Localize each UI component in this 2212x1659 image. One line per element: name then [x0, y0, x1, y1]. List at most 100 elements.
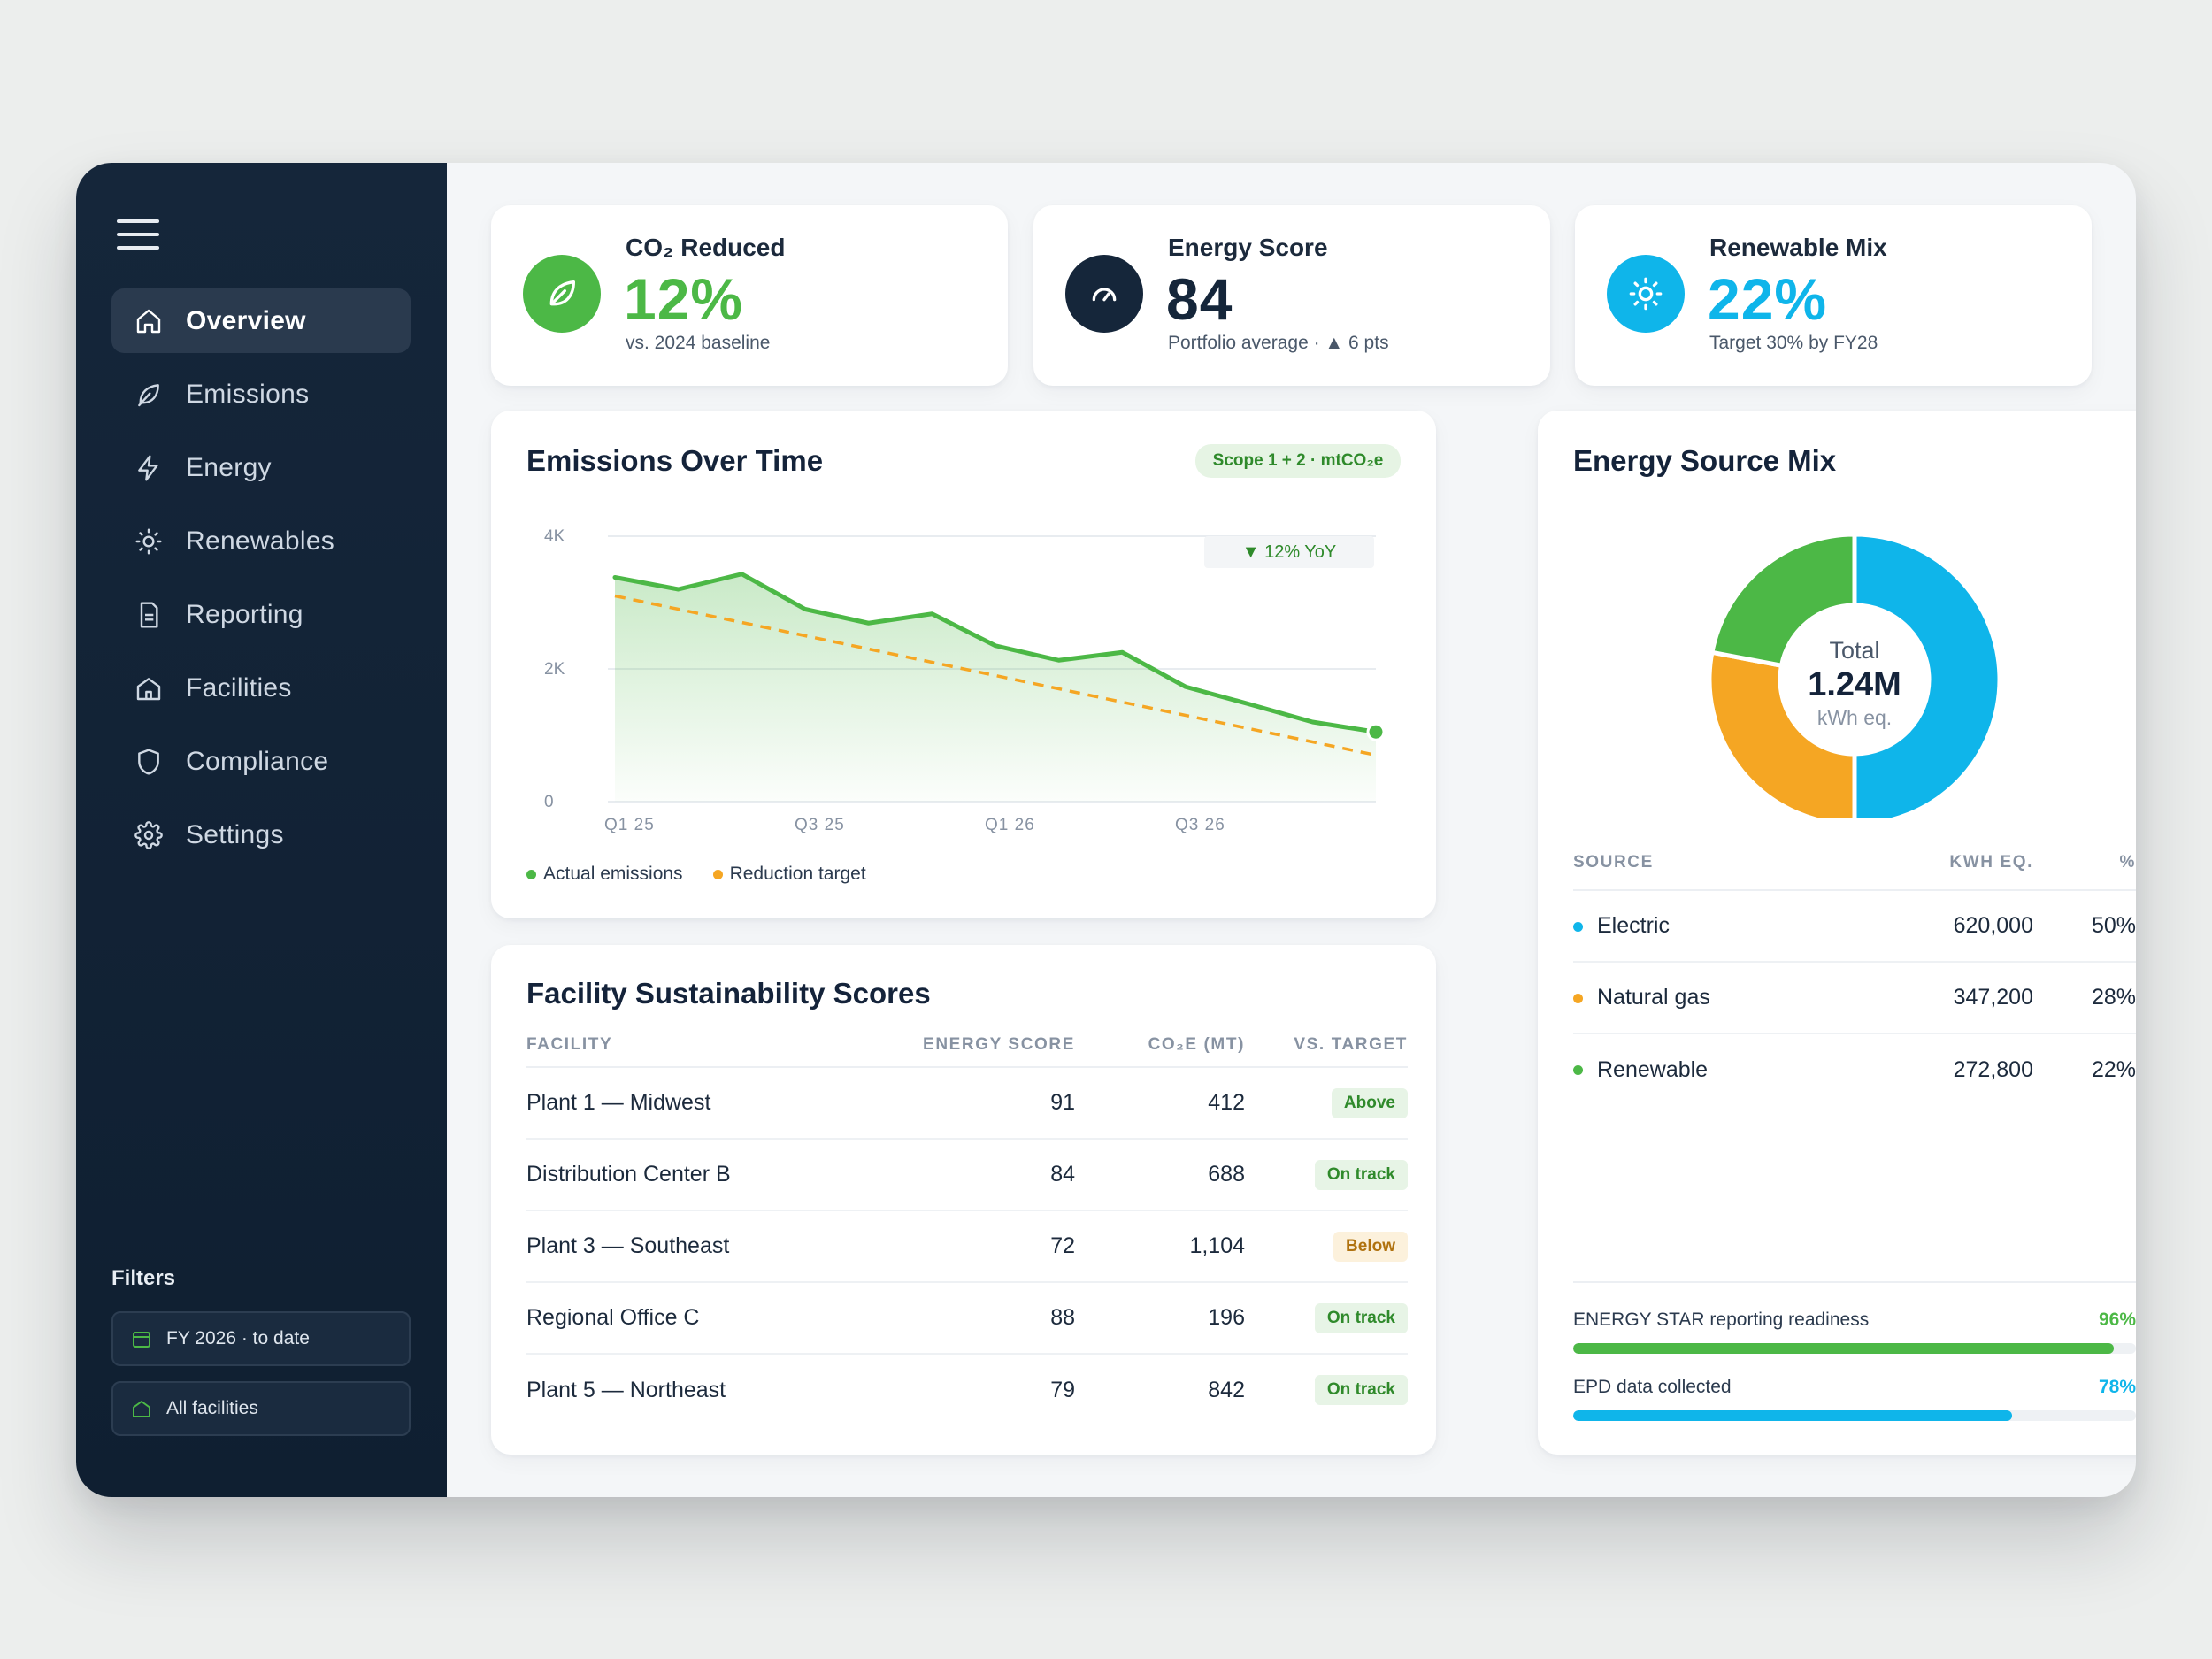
kpi-value: 22% [1708, 266, 1828, 332]
actual-emissions-area [615, 573, 1376, 802]
table-row[interactable]: Plant 1 — Midwest 91 412 Above [526, 1067, 1408, 1140]
filters-heading: Filters [111, 1266, 176, 1290]
kpi-title: CO₂ Reduced [626, 234, 786, 261]
table-row[interactable]: Renewable 272,800 22% [1573, 1033, 2136, 1105]
sidebar-item-settings[interactable]: Settings [111, 803, 411, 867]
co2e-value: 842 [1208, 1377, 1245, 1402]
co2e-value: 1,104 [1075, 1210, 1245, 1283]
energy-score: 88 [907, 1282, 1075, 1355]
sun-icon [1607, 255, 1685, 333]
main-content: CO₂ Reduced 12% vs. 2024 baseline Energy… [447, 163, 2136, 1497]
donut-center-unit: kWh eq. [1816, 706, 1893, 729]
table-row[interactable]: Natural gas 347,200 28% [1573, 962, 2136, 1034]
home-icon [134, 307, 163, 335]
column-header[interactable]: ENERGY SCORE [907, 1023, 1075, 1068]
sidebar-item-label: Renewables [186, 526, 335, 556]
source-kwh: 620,000 [1892, 890, 2033, 963]
calendar-icon [133, 1332, 150, 1348]
legend-item-actual: Actual emissions [526, 864, 683, 885]
period-filter[interactable]: FY 2026 · to date [111, 1311, 411, 1366]
legend-dot [1573, 1065, 1583, 1076]
column-header[interactable]: FACILITY [526, 1023, 907, 1068]
energy-source-table: SOURCE KWH EQ. % Electric 620,000 50% Na… [1573, 853, 2136, 1105]
donut-slice-natural-gas [1707, 649, 1857, 818]
energy-score: 72 [907, 1210, 1075, 1283]
chart-legend: Actual emissions Reduction target [526, 864, 866, 885]
shield-icon [134, 748, 163, 776]
leaf-icon [134, 380, 163, 409]
facility-name: Regional Office C [526, 1282, 907, 1355]
sidebar-item-facilities[interactable]: Facilities [111, 656, 411, 720]
facility-filter[interactable]: All facilities [111, 1381, 411, 1436]
sidebar-item-label: Compliance [186, 746, 329, 776]
kpi-energy-score: Energy Score 84 Portfolio average · ▲ 6 … [1033, 205, 1550, 386]
donut-center: Total 1.24M kWh eq. [1766, 637, 1943, 730]
epd-progress: EPD data collected 78% [1573, 1377, 2136, 1421]
table-row[interactable]: Distribution Center B 84 688 On track [526, 1139, 1408, 1211]
document-icon [134, 601, 163, 629]
donut-center-label: Total [1829, 637, 1880, 664]
gauge-icon [1065, 255, 1143, 333]
emissions-chart-card: Emissions Over Time Scope 1 + 2 · mtCO₂e… [491, 411, 1436, 918]
legend-dot [1573, 993, 1583, 1003]
co2e-value: 196 [1075, 1282, 1245, 1355]
y-tick-label: 2K [544, 660, 565, 679]
sun-icon [134, 527, 163, 556]
table-row[interactable]: Regional Office C 88 196 On track [526, 1282, 1408, 1355]
kpi-title: Renewable Mix [1709, 234, 1887, 261]
table-header-row: SOURCE KWH EQ. % [1573, 853, 2136, 891]
kpi-co2-reduced: CO₂ Reduced 12% vs. 2024 baseline [491, 205, 1008, 386]
sidebar-item-label: Settings [186, 819, 284, 849]
sidebar-item-label: Overview [186, 305, 306, 335]
progress-label: ENERGY STAR reporting readiness [1573, 1310, 1870, 1330]
column-header[interactable]: SOURCE [1573, 853, 1892, 891]
facility-filter-label: All facilities [166, 1398, 258, 1418]
energy-score: 79 [1050, 1377, 1075, 1402]
energy-mix-title: Energy Source Mix [1573, 444, 1837, 477]
donut-slice-renewable [1709, 532, 1857, 668]
source-kwh: 272,800 [1953, 1056, 2033, 1082]
x-tick-label: Q1 26 [985, 816, 1035, 834]
facility-scores-card: Facility Sustainability Scores FACILITY … [491, 945, 1436, 1455]
table-header-row: FACILITY ENERGY SCORE CO₂E (MT) VS. TARG… [526, 1023, 1408, 1068]
sidebar-item-compliance[interactable]: Compliance [111, 729, 411, 794]
sidebar-item-energy[interactable]: Energy [111, 435, 411, 500]
sidebar-item-reporting[interactable]: Reporting [111, 582, 411, 647]
sidebar-nav: Overview Emissions Energy Renewables [111, 288, 411, 876]
status-badge: On track [1314, 1375, 1408, 1405]
y-tick-label: 4K [544, 527, 565, 546]
column-header[interactable]: CO₂E (MT) [1075, 1023, 1245, 1068]
table-row[interactable]: Plant 3 — Southeast 72 1,104 Below [526, 1210, 1408, 1283]
divider [1573, 1281, 2136, 1283]
sidebar: Overview Emissions Energy Renewables [76, 163, 447, 1497]
app-window: Overview Emissions Energy Renewables [76, 163, 2136, 1497]
legend-label: Actual emissions [543, 864, 683, 884]
progress-track [1573, 1343, 2136, 1354]
sidebar-item-label: Facilities [186, 672, 292, 703]
building-icon [134, 674, 163, 703]
menu-icon[interactable] [117, 219, 159, 250]
kpi-renewable-mix: Renewable Mix 22% Target 30% by FY28 [1575, 205, 2092, 386]
column-header[interactable]: KWH EQ. [1892, 853, 2033, 891]
progress-value: 96% [2098, 1310, 2136, 1330]
sidebar-item-emissions[interactable]: Emissions [111, 362, 411, 426]
sidebar-item-label: Reporting [186, 599, 303, 629]
table-row[interactable]: Electric 620,000 50% [1573, 890, 2136, 963]
yoy-badge: ▼ 12% YoY [1204, 536, 1374, 568]
sidebar-item-renewables[interactable]: Renewables [111, 509, 411, 573]
energy-star-progress: ENERGY STAR reporting readiness 96% [1573, 1310, 2136, 1354]
sidebar-item-overview[interactable]: Overview [111, 288, 411, 353]
bolt-icon [134, 454, 163, 482]
co2e-value: 412 [1075, 1067, 1245, 1140]
column-header[interactable]: % [2033, 853, 2136, 891]
x-tick-label: Q3 26 [1175, 816, 1225, 834]
table-row[interactable]: Plant 5 — Northeast 79 842 On track [526, 1354, 1408, 1425]
building-icon [133, 1401, 150, 1417]
source-name: Renewable [1597, 1056, 1709, 1082]
column-header[interactable]: VS. TARGET [1245, 1023, 1408, 1068]
kpi-title: Energy Score [1168, 234, 1328, 261]
facility-scores-title: Facility Sustainability Scores [526, 977, 931, 1010]
source-pct: 50% [2033, 890, 2136, 963]
emissions-line-chart: 4K 2K 0 Q1 25 Q3 25 Q1 26 Q3 26 [544, 527, 1386, 834]
status-badge: Above [1331, 1087, 1408, 1118]
